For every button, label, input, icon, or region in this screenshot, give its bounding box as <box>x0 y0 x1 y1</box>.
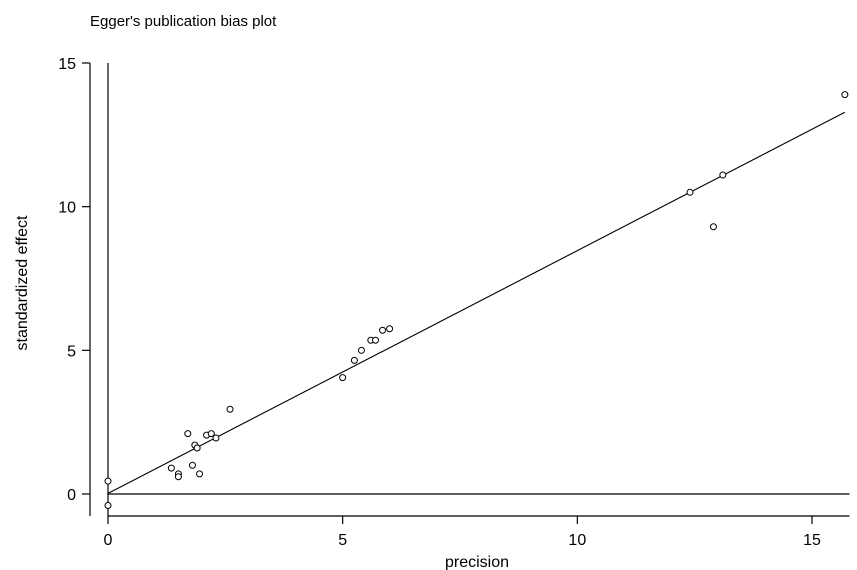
data-point <box>193 444 201 452</box>
y-axis-label: standardized effect <box>14 215 31 350</box>
y-tick-label: 15 <box>58 56 76 73</box>
data-point <box>372 336 380 344</box>
data-point <box>212 434 220 442</box>
y-tick-label: 0 <box>67 487 76 504</box>
x-tick-label: 10 <box>568 532 586 549</box>
x-tick-label: 0 <box>104 532 113 549</box>
data-point <box>709 223 717 231</box>
x-axis-label: precision <box>445 554 509 570</box>
data-point <box>226 405 234 413</box>
data-point <box>196 470 204 478</box>
data-point <box>719 171 727 179</box>
data-point <box>350 356 358 364</box>
data-point <box>686 188 694 196</box>
data-point <box>167 464 175 472</box>
y-tick-label: 10 <box>58 200 76 217</box>
data-point <box>207 430 215 438</box>
data-point <box>379 326 387 334</box>
x-tick-label: 5 <box>338 532 347 549</box>
data-point <box>174 473 182 481</box>
data-point <box>357 346 365 354</box>
data-point <box>386 325 394 333</box>
y-tick-label: 5 <box>67 343 76 360</box>
data-point <box>339 374 347 382</box>
axes: 0 5 10 15 0 5 10 15 <box>58 56 850 549</box>
x-tick-label: 15 <box>803 532 821 549</box>
data-point <box>104 501 112 509</box>
data-point <box>188 461 196 469</box>
data-point <box>184 430 192 438</box>
data-point <box>841 91 849 99</box>
data-point <box>104 477 112 485</box>
data-points <box>104 91 849 509</box>
chart-title: Egger's publication bias plot <box>90 13 277 30</box>
